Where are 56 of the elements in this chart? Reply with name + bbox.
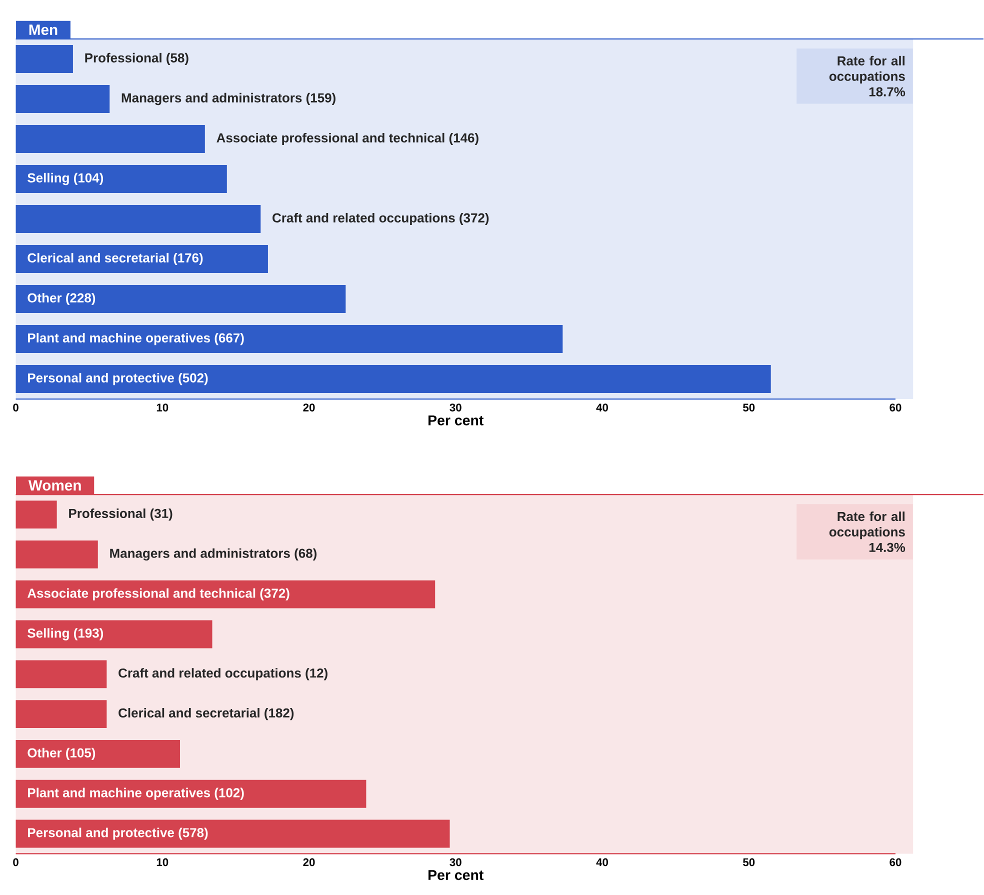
y-tick-label: Clerical and secretarial (182) — [118, 708, 294, 720]
x-tick-label: 60 — [890, 858, 902, 866]
bar — [16, 540, 98, 569]
bar — [16, 700, 107, 728]
y-tick-label: Selling (104) — [28, 173, 104, 186]
y-tick-label: Clerical and secretarial (176) — [28, 253, 203, 266]
x-tick-label: 30 — [450, 858, 462, 866]
bar — [16, 85, 110, 114]
bar — [16, 620, 212, 648]
bar — [16, 245, 268, 274]
x-tick-label: 50 — [743, 858, 755, 866]
x-tick-label: 40 — [596, 404, 608, 412]
bar — [16, 285, 346, 314]
chart-title: Men — [29, 24, 58, 36]
y-tick-label: Associate professional and technical (146) — [216, 133, 478, 146]
y-tick-label: Other (105) — [28, 748, 96, 760]
bar — [16, 740, 180, 768]
chart-title: Women — [28, 480, 81, 491]
y-tick-label: Managers and administrators (159) — [122, 93, 336, 106]
bar — [16, 45, 73, 74]
bar — [16, 365, 771, 394]
bar — [16, 820, 450, 848]
y-tick-label: Craft and related occupations (12) — [118, 668, 328, 680]
y-tick-label: Craft and related occupations (372) — [272, 213, 489, 226]
y-tick-label: Professional (31) — [69, 508, 172, 521]
x-tick-label: 0 — [13, 858, 18, 866]
bar — [16, 660, 107, 688]
x-tick-label: 30 — [450, 404, 462, 412]
bar — [16, 325, 563, 354]
bar — [16, 125, 205, 154]
y-tick-label: Personal and protective (502) — [28, 373, 208, 386]
x-tick-label: 50 — [743, 404, 755, 412]
x-axis-title: Per cent — [428, 870, 484, 880]
x-tick-label: 10 — [156, 858, 168, 866]
y-tick-label: Other (228) — [28, 293, 96, 306]
x-axis-title: Per cent — [428, 416, 484, 426]
x-tick-label: 20 — [303, 404, 315, 412]
y-tick-label: Managers and administrators (68) — [110, 548, 317, 561]
bar — [16, 780, 366, 808]
bar — [16, 205, 261, 234]
y-tick-label: Associate professional and technical (372) — [27, 588, 290, 601]
x-tick-label: 60 — [890, 404, 902, 412]
y-tick-label: Plant and machine operatives (667) — [28, 333, 244, 346]
y-tick-label: Selling (193) — [28, 628, 104, 641]
bar — [16, 500, 57, 529]
x-tick-label: 0 — [13, 404, 18, 412]
y-tick-label: Professional (58) — [85, 53, 188, 66]
y-tick-label: Personal and protective (578) — [28, 828, 208, 840]
x-tick-label: 10 — [156, 404, 168, 412]
annotation: Rate for all occupations 14.3% — [829, 512, 906, 552]
bar — [16, 580, 436, 609]
bar — [16, 165, 227, 194]
x-tick-label: 20 — [303, 858, 315, 866]
annotation: Rate for all occupations 18.7% — [829, 56, 906, 97]
y-tick-label: Plant and machine operatives (102) — [28, 788, 244, 800]
x-tick-label: 40 — [596, 858, 608, 866]
